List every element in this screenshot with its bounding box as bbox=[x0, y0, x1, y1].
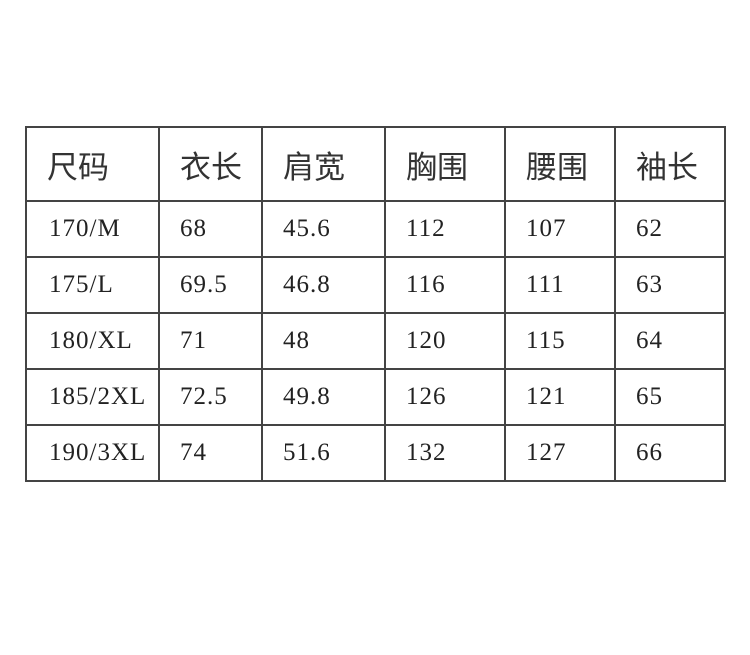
cell-sleeve: 66 bbox=[614, 424, 726, 482]
cell-chest: 112 bbox=[384, 200, 506, 258]
cell-waist: 127 bbox=[504, 424, 616, 482]
cell-shoulder: 51.6 bbox=[261, 424, 386, 482]
cell-shoulder: 49.8 bbox=[261, 368, 386, 426]
size-chart-table: 尺码 衣长 肩宽 胸围 腰围 袖长 170/M 68 45.6 112 107 62 175… bbox=[25, 126, 726, 482]
cell-size: 175/L bbox=[25, 256, 160, 314]
header-shoulder: 肩宽 bbox=[261, 126, 386, 202]
cell-size: 185/2XL bbox=[25, 368, 160, 426]
cell-length: 74 bbox=[158, 424, 263, 482]
cell-shoulder: 45.6 bbox=[261, 200, 386, 258]
table-row: 175/L 69.5 46.8 116 111 63 bbox=[25, 256, 726, 314]
header-length: 衣长 bbox=[158, 126, 263, 202]
cell-shoulder: 46.8 bbox=[261, 256, 386, 314]
cell-sleeve: 64 bbox=[614, 312, 726, 370]
cell-sleeve: 63 bbox=[614, 256, 726, 314]
cell-length: 69.5 bbox=[158, 256, 263, 314]
table-row: 185/2XL 72.5 49.8 126 121 65 bbox=[25, 368, 726, 426]
cell-chest: 120 bbox=[384, 312, 506, 370]
cell-waist: 121 bbox=[504, 368, 616, 426]
header-row: 尺码 衣长 肩宽 胸围 腰围 袖长 bbox=[25, 126, 726, 202]
table-row: 170/M 68 45.6 112 107 62 bbox=[25, 200, 726, 258]
cell-waist: 115 bbox=[504, 312, 616, 370]
table-row: 180/XL 71 48 120 115 64 bbox=[25, 312, 726, 370]
cell-shoulder: 48 bbox=[261, 312, 386, 370]
cell-length: 68 bbox=[158, 200, 263, 258]
cell-chest: 126 bbox=[384, 368, 506, 426]
cell-length: 72.5 bbox=[158, 368, 263, 426]
table-row: 190/3XL 74 51.6 132 127 66 bbox=[25, 424, 726, 482]
cell-size: 170/M bbox=[25, 200, 160, 258]
cell-sleeve: 65 bbox=[614, 368, 726, 426]
header-chest: 胸围 bbox=[384, 126, 506, 202]
cell-length: 71 bbox=[158, 312, 263, 370]
header-sleeve: 袖长 bbox=[614, 126, 726, 202]
cell-size: 180/XL bbox=[25, 312, 160, 370]
cell-chest: 116 bbox=[384, 256, 506, 314]
header-size: 尺码 bbox=[25, 126, 160, 202]
header-waist: 腰围 bbox=[504, 126, 616, 202]
cell-waist: 107 bbox=[504, 200, 616, 258]
cell-chest: 132 bbox=[384, 424, 506, 482]
cell-waist: 111 bbox=[504, 256, 616, 314]
cell-size: 190/3XL bbox=[25, 424, 160, 482]
cell-sleeve: 62 bbox=[614, 200, 726, 258]
